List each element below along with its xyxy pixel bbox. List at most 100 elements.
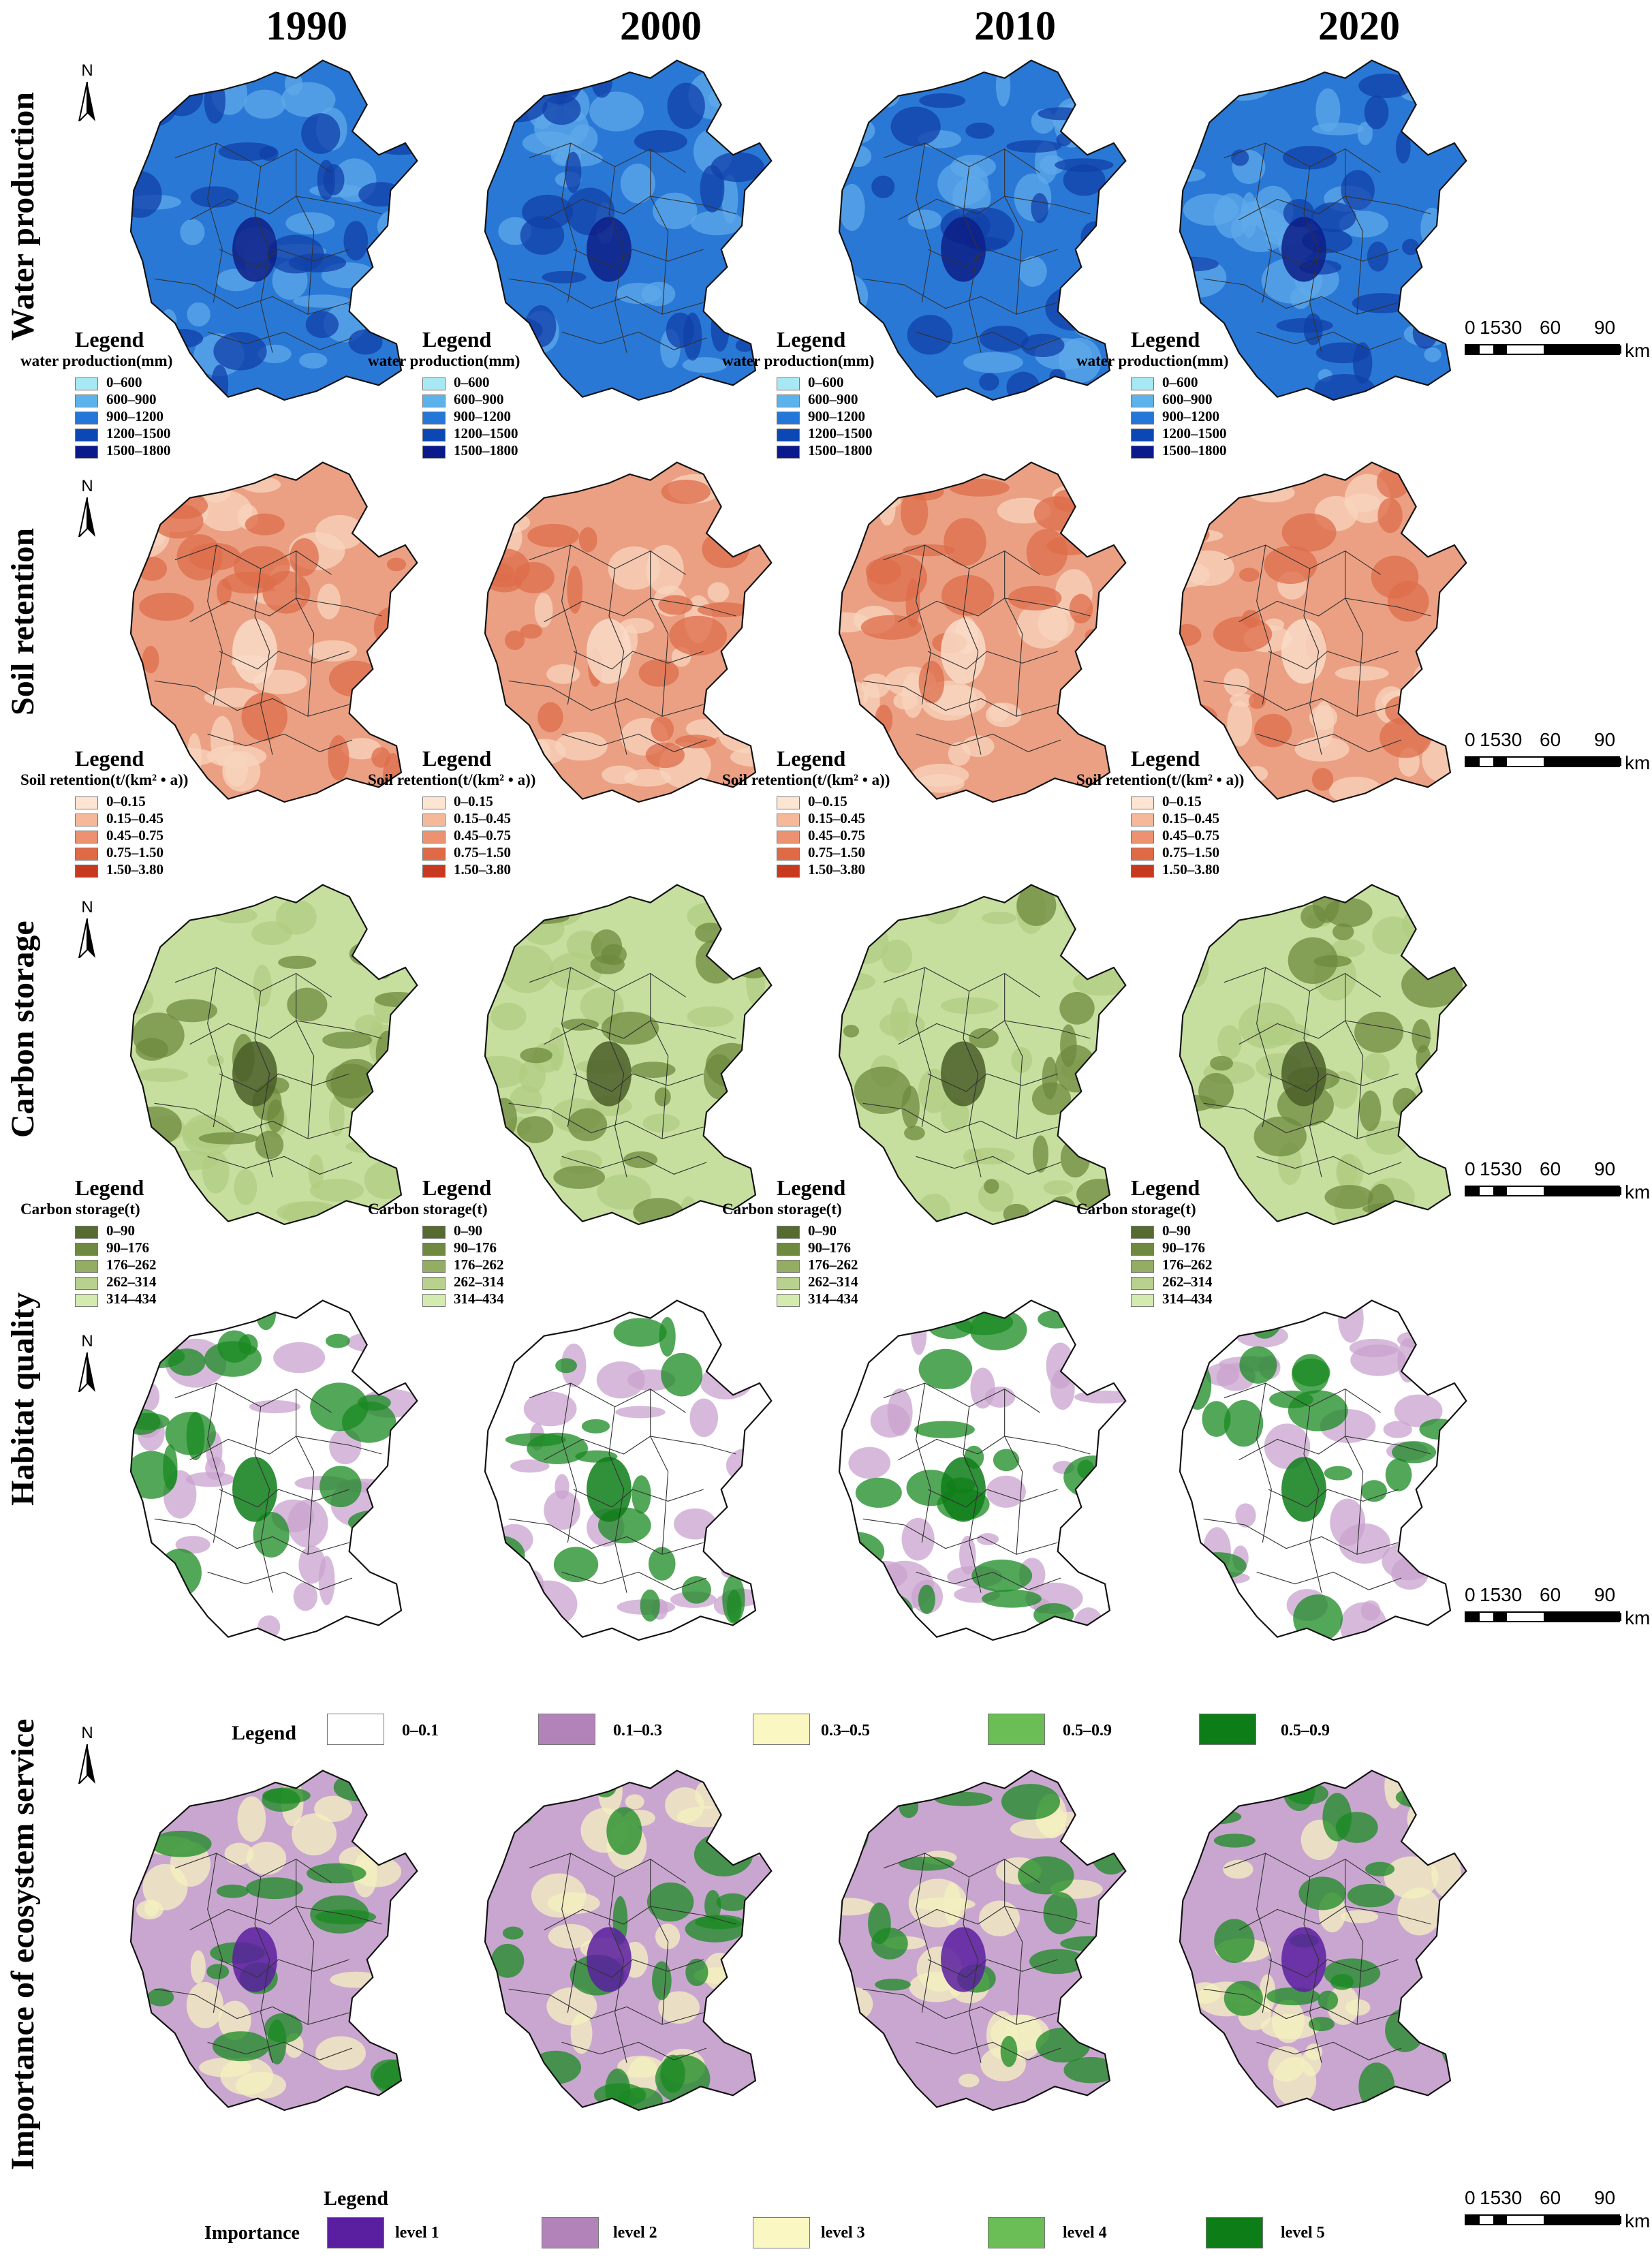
map-patch <box>387 558 406 572</box>
map-patch <box>687 1006 734 1027</box>
map-patch <box>1203 1572 1249 1584</box>
map-patch <box>310 1179 364 1202</box>
map-patch <box>606 1807 642 1855</box>
map-patch <box>834 2051 884 2101</box>
map-patch <box>732 947 775 978</box>
legend-label: 90–176 <box>808 1239 851 1256</box>
map-patch <box>137 557 167 581</box>
map-patch <box>747 1820 770 1857</box>
map-patch <box>661 480 711 504</box>
scale-bar: 015306090km <box>1465 317 1649 358</box>
legend-label: 900–1200 <box>106 408 163 424</box>
map-patch <box>1224 668 1249 696</box>
map-patch <box>317 160 335 200</box>
map-patch <box>554 1305 589 1323</box>
map-patch <box>118 82 178 128</box>
map-patch <box>1341 1910 1378 1923</box>
legend-title: Legend <box>20 327 307 352</box>
map-importance-of-ecosystem-service-2020 <box>1158 1765 1485 2119</box>
map-patch <box>477 511 531 534</box>
legend-label: 262–314 <box>106 1273 157 1290</box>
map-patch <box>555 1358 577 1373</box>
map-patch <box>238 1334 258 1355</box>
map-patch <box>881 494 901 508</box>
map-patch <box>1224 1981 1263 2016</box>
map-patch <box>891 106 941 146</box>
legend-label: 0.15–0.45 <box>454 810 511 826</box>
legend-item: 1500–1800 <box>777 442 1008 459</box>
scale-label: 0 <box>1465 729 1476 751</box>
north-arrow-icon <box>78 82 97 121</box>
scale-label: 1530 <box>1480 317 1522 339</box>
scale-unit: km <box>1625 340 1650 362</box>
map-patch <box>704 1532 758 1549</box>
map-patch <box>1085 1069 1128 1110</box>
map-importance-of-ecosystem-service-1990 <box>109 1765 436 2119</box>
north-arrow-icon <box>78 1744 97 1784</box>
legend-swatch <box>75 814 98 826</box>
map-patch <box>329 661 381 697</box>
legend-swatch <box>75 1277 98 1290</box>
map-patch <box>751 1322 766 1352</box>
map-patch <box>722 1575 745 1624</box>
scale-label: 60 <box>1540 729 1561 751</box>
map-patch <box>490 1003 526 1031</box>
legend-swatch <box>1131 446 1154 459</box>
legend-swatch <box>75 412 98 424</box>
legend-swatch <box>1131 814 1154 826</box>
map-patch <box>125 1451 178 1499</box>
legend-swatch <box>777 429 800 442</box>
map-patch <box>384 1076 403 1092</box>
scale-label: 90 <box>1594 317 1615 339</box>
map-patch <box>1072 1607 1104 1649</box>
map-patch <box>832 681 869 710</box>
legend-label: 0.15–0.45 <box>808 810 865 826</box>
map-patch <box>1239 568 1260 582</box>
legend-item: 0–90 <box>75 1222 307 1239</box>
legend-swatch <box>777 1243 800 1256</box>
scale-unit: km <box>1625 2210 1650 2232</box>
map-patch <box>1183 1579 1230 1619</box>
map-patch <box>1035 2028 1090 2062</box>
map-patch <box>1314 955 1352 968</box>
map-patch <box>110 1561 170 1599</box>
map-core-patch <box>941 1457 986 1521</box>
legend-item: 1.50–3.80 <box>422 861 654 878</box>
scale-label: 0 <box>1465 1158 1476 1180</box>
scale-bar-graphic <box>1465 344 1620 355</box>
map-patch <box>346 1140 388 1153</box>
map-patch <box>1312 879 1339 923</box>
scale-label: 60 <box>1540 2187 1561 2209</box>
legend-label: 0–0.15 <box>106 793 146 809</box>
map-patch <box>907 482 944 501</box>
legend-label: 1500–1800 <box>808 442 873 459</box>
legend-item: 1500–1800 <box>1131 442 1362 459</box>
legend-swatch <box>1131 1294 1154 1307</box>
map-patch <box>1396 130 1411 163</box>
map-patch <box>1018 1856 1074 1894</box>
map-patch <box>1411 1082 1446 1122</box>
legend-swatch <box>75 848 98 861</box>
map-patch <box>219 142 277 161</box>
map-patch <box>669 616 727 655</box>
legend-soil-retention-1990: LegendSoil retention(t/(km² • a))0–0.150… <box>20 746 307 878</box>
map-patch <box>854 1067 911 1115</box>
map-patch <box>875 76 901 107</box>
map-patch <box>1198 1316 1250 1329</box>
map-patch <box>142 646 159 673</box>
map-patch <box>482 1588 527 1630</box>
legend-item: 0.75–1.50 <box>75 844 307 861</box>
legend-swatch <box>75 865 98 878</box>
map-patch <box>695 1915 745 1929</box>
scale-label: 1530 <box>1480 2187 1522 2209</box>
map-patch <box>1217 1025 1242 1060</box>
map-patch <box>246 1877 303 1899</box>
map-patch <box>850 507 866 530</box>
legend-item: 600–900 <box>75 391 307 408</box>
map-patch <box>249 1400 300 1413</box>
legend-label: 90–176 <box>1162 1239 1205 1256</box>
legend-label: 0–90 <box>808 1222 837 1239</box>
map-patch <box>520 1047 552 1063</box>
map-patch <box>982 1590 1042 1608</box>
legend-label: 0–0.15 <box>454 793 493 809</box>
